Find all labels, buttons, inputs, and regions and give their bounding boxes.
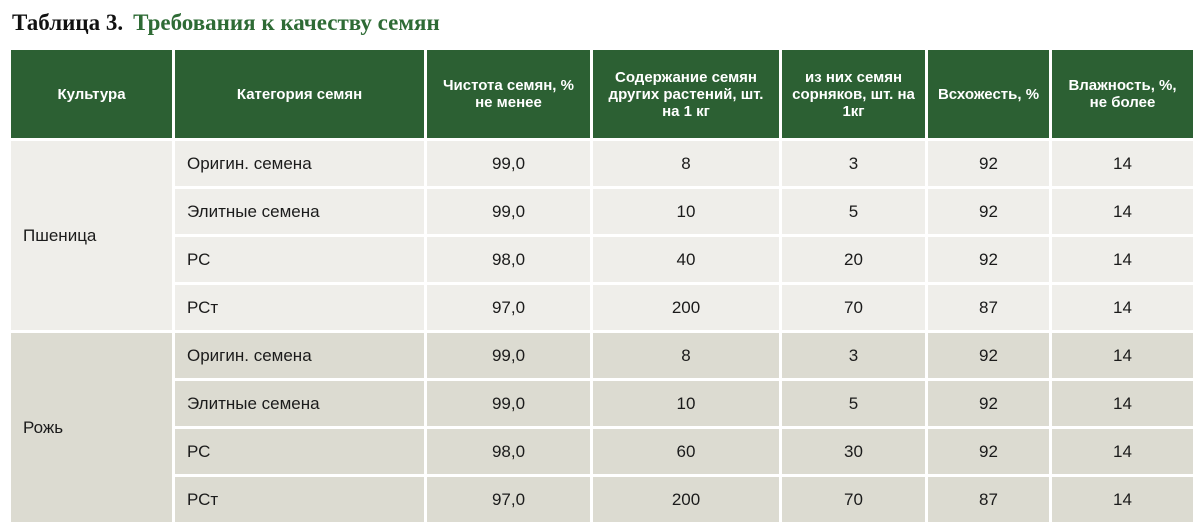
table-row: Элитные семена 99,0 10 5 92 14 <box>11 189 1193 234</box>
category-cell: РС <box>175 429 424 474</box>
table-row: Пшеница Оригин. семена 99,0 8 3 92 14 <box>11 141 1193 330</box>
crop-cell: Пшеница <box>11 141 172 330</box>
moisture-cell: 14 <box>1052 477 1193 522</box>
category-cell: Элитные семена <box>175 189 424 234</box>
category-cell: РСт <box>175 285 424 330</box>
header-moisture: Влажность, %, не более <box>1052 50 1193 138</box>
moisture-cell: 14 <box>1052 333 1193 378</box>
purity-cell: 97,0 <box>427 477 590 522</box>
category-cell: Элитные семена <box>175 381 424 426</box>
table-row: Элитные семена 99,0 10 5 92 14 <box>11 381 1193 426</box>
purity-cell: 98,0 <box>427 429 590 474</box>
other-seeds-cell: 200 <box>593 285 779 330</box>
germination-cell: 92 <box>928 429 1049 474</box>
header-purity: Чистота семян, % не менее <box>427 50 590 138</box>
table-row: РС 98,0 60 30 92 14 <box>11 429 1193 474</box>
purity-cell: 99,0 <box>427 189 590 234</box>
moisture-cell: 14 <box>1052 237 1193 282</box>
weed-seeds-cell: 5 <box>782 381 925 426</box>
table-title: Таблица 3. Требования к качеству семян <box>12 4 440 42</box>
germination-cell: 92 <box>928 237 1049 282</box>
germination-cell: 87 <box>928 477 1049 522</box>
purity-cell: 97,0 <box>427 285 590 330</box>
moisture-cell: 14 <box>1052 189 1193 234</box>
group-wheat: Пшеница Оригин. семена 99,0 8 3 92 14 Эл… <box>11 141 1193 330</box>
moisture-cell: 14 <box>1052 141 1193 186</box>
table-caption: Требования к качеству семян <box>133 10 440 35</box>
other-seeds-cell: 8 <box>593 333 779 378</box>
header-other-seeds: Содержание семян других растений, шт. на… <box>593 50 779 138</box>
header-weed-seeds: из них семян сорняков, шт. на 1кг <box>782 50 925 138</box>
weed-seeds-cell: 5 <box>782 189 925 234</box>
other-seeds-cell: 200 <box>593 477 779 522</box>
category-cell: Оригин. семена <box>175 141 424 186</box>
germination-cell: 92 <box>928 333 1049 378</box>
category-cell: Оригин. семена <box>175 333 424 378</box>
weed-seeds-cell: 70 <box>782 477 925 522</box>
weed-seeds-cell: 3 <box>782 333 925 378</box>
table-row: Рожь Оригин. семена 99,0 8 3 92 14 <box>11 333 1193 522</box>
header-germination: Всхожесть, % <box>928 50 1049 138</box>
purity-cell: 99,0 <box>427 381 590 426</box>
other-seeds-cell: 60 <box>593 429 779 474</box>
category-cell: РСт <box>175 477 424 522</box>
purity-cell: 99,0 <box>427 333 590 378</box>
group-rye: Рожь Оригин. семена 99,0 8 3 92 14 Элитн… <box>11 333 1193 522</box>
germination-cell: 92 <box>928 381 1049 426</box>
germination-cell: 87 <box>928 285 1049 330</box>
other-seeds-cell: 8 <box>593 141 779 186</box>
purity-cell: 98,0 <box>427 237 590 282</box>
category-cell: РС <box>175 237 424 282</box>
table-row: РС 98,0 40 20 92 14 <box>11 237 1193 282</box>
other-seeds-cell: 10 <box>593 189 779 234</box>
table-row: РСт 97,0 200 70 87 14 <box>11 285 1193 330</box>
crop-cell: Рожь <box>11 333 172 522</box>
table-number: Таблица 3. <box>12 10 124 35</box>
moisture-cell: 14 <box>1052 381 1193 426</box>
seed-quality-table: Культура Категория семян Чистота семян, … <box>8 47 1196 525</box>
weed-seeds-cell: 3 <box>782 141 925 186</box>
header-row: Культура Категория семян Чистота семян, … <box>11 50 1193 138</box>
other-seeds-cell: 40 <box>593 237 779 282</box>
moisture-cell: 14 <box>1052 429 1193 474</box>
other-seeds-cell: 10 <box>593 381 779 426</box>
purity-cell: 99,0 <box>427 141 590 186</box>
table-row: РСт 97,0 200 70 87 14 <box>11 477 1193 522</box>
weed-seeds-cell: 70 <box>782 285 925 330</box>
germination-cell: 92 <box>928 189 1049 234</box>
header-crop: Культура <box>11 50 172 138</box>
weed-seeds-cell: 30 <box>782 429 925 474</box>
moisture-cell: 14 <box>1052 285 1193 330</box>
weed-seeds-cell: 20 <box>782 237 925 282</box>
header-category: Категория семян <box>175 50 424 138</box>
germination-cell: 92 <box>928 141 1049 186</box>
